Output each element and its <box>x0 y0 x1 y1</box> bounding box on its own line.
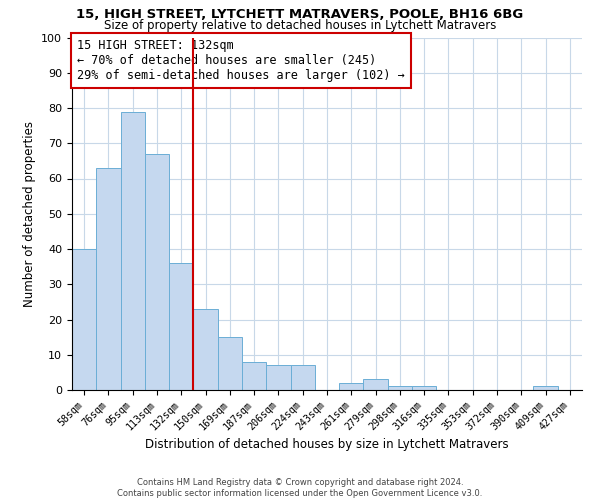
Bar <box>388 386 412 390</box>
Bar <box>290 366 315 390</box>
Bar <box>412 386 436 390</box>
Bar <box>96 168 121 390</box>
Bar <box>242 362 266 390</box>
Bar <box>145 154 169 390</box>
Text: 15, HIGH STREET, LYTCHETT MATRAVERS, POOLE, BH16 6BG: 15, HIGH STREET, LYTCHETT MATRAVERS, POO… <box>76 8 524 20</box>
Text: Contains HM Land Registry data © Crown copyright and database right 2024.
Contai: Contains HM Land Registry data © Crown c… <box>118 478 482 498</box>
Text: 15 HIGH STREET: 132sqm
← 70% of detached houses are smaller (245)
29% of semi-de: 15 HIGH STREET: 132sqm ← 70% of detached… <box>77 40 405 82</box>
Bar <box>364 380 388 390</box>
Y-axis label: Number of detached properties: Number of detached properties <box>23 120 36 306</box>
Bar <box>72 249 96 390</box>
Bar <box>339 383 364 390</box>
Bar <box>169 263 193 390</box>
Bar <box>121 112 145 390</box>
Bar <box>218 337 242 390</box>
Bar <box>266 366 290 390</box>
Bar <box>193 309 218 390</box>
X-axis label: Distribution of detached houses by size in Lytchett Matravers: Distribution of detached houses by size … <box>145 438 509 451</box>
Bar <box>533 386 558 390</box>
Text: Size of property relative to detached houses in Lytchett Matravers: Size of property relative to detached ho… <box>104 18 496 32</box>
